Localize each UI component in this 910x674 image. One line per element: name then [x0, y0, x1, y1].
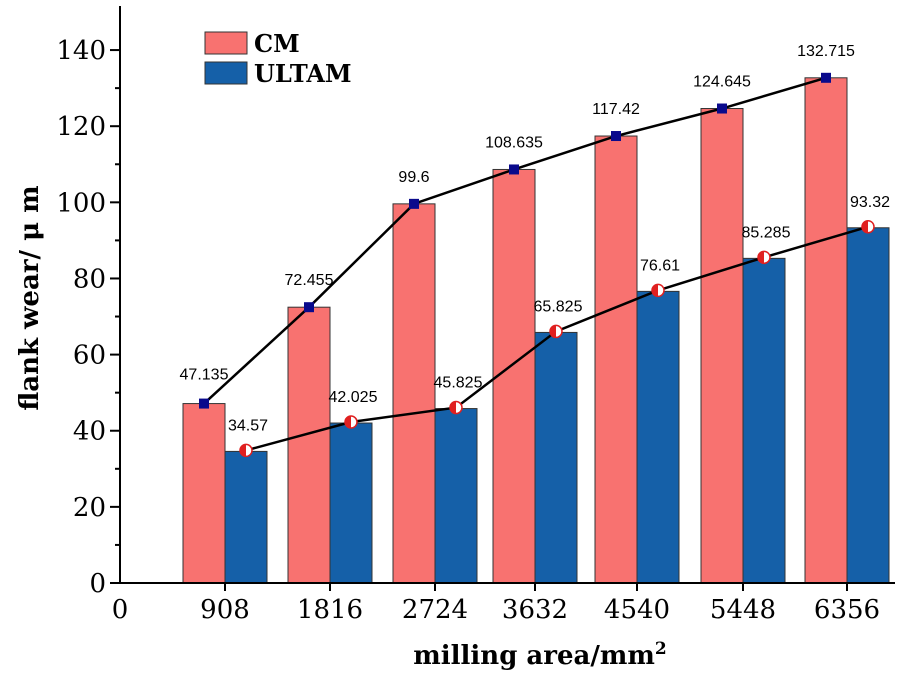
- y-axis-title: flank wear/ μ m: [15, 185, 45, 410]
- x-axis-title-superscript: 2: [655, 639, 667, 659]
- axes-group: 0 20 40 60 80 100 120 140 908 1816 2724 3632 4540 544…: [56, 6, 895, 625]
- data-label-ultam-2724: 45.825: [434, 375, 483, 392]
- data-label-cm-6356: 132.715: [797, 43, 855, 60]
- bar-cm-4540: [594, 135, 638, 584]
- marker-ultam-half: [345, 416, 351, 429]
- bar-cm-6356: [804, 77, 848, 584]
- data-label-cm-1816: 72.455: [285, 272, 334, 289]
- x-tick-label-origin: 0: [112, 595, 129, 625]
- marker-ultam-half: [652, 284, 658, 297]
- marker-ultam-half: [862, 220, 868, 233]
- marker-ultam-1816: [344, 415, 358, 429]
- bar-ultam-4540: [636, 290, 680, 584]
- data-label-cm-3632: 108.635: [485, 134, 543, 151]
- x-tick-label-4540: 4540: [604, 595, 670, 625]
- data-label-ultam-6356: 93.32: [850, 194, 890, 211]
- y-tick-label-100: 100: [56, 188, 106, 218]
- y-tick-label-40: 40: [73, 417, 106, 447]
- bar-cm-2724: [392, 203, 436, 584]
- marker-ultam-half: [550, 325, 556, 338]
- data-label-cm-2724: 99.6: [398, 169, 429, 186]
- marker-ultam-half: [450, 401, 456, 414]
- bar-ultam-908: [224, 450, 268, 584]
- marker-ultam-5448: [757, 250, 771, 265]
- marker-cm-6356: [821, 72, 831, 83]
- y-tick-label-140: 140: [56, 36, 106, 66]
- legend-swatch-cm: [204, 31, 248, 55]
- x-tick-label-6356: 6356: [814, 595, 880, 625]
- bars-group: [182, 77, 890, 584]
- legend-label-cm: CM: [254, 29, 300, 58]
- marker-cm-1816: [304, 302, 314, 313]
- y-tick-label-0: 0: [89, 569, 106, 599]
- marker-cm-4540: [611, 131, 621, 142]
- data-label-ultam-4540: 76.61: [640, 257, 680, 274]
- y-tick-label-60: 60: [73, 341, 106, 371]
- x-axis-title-text: milling area/mm: [413, 641, 655, 671]
- bar-ultam-1816: [329, 422, 373, 584]
- bar-ultam-6356: [846, 227, 890, 584]
- bar-cm-908: [182, 403, 226, 584]
- marker-ultam-2724: [449, 400, 463, 415]
- bar-cm-5448: [700, 108, 744, 584]
- data-labels-group: 47.135 72.455 99.6 108.635 117.42 124.645 132.…: [180, 43, 891, 435]
- x-tick-label-5448: 5448: [710, 595, 776, 625]
- marker-ultam-half: [240, 444, 246, 457]
- data-label-cm-5448: 124.645: [693, 74, 751, 91]
- marker-ultam-3632: [549, 324, 563, 339]
- data-label-ultam-908: 34.57: [228, 417, 268, 434]
- data-label-cm-908: 47.135: [180, 367, 229, 384]
- bar-cm-1816: [287, 306, 331, 584]
- marker-cm-5448: [717, 103, 727, 114]
- legend-label-ultam: ULTAM: [254, 59, 352, 88]
- marker-ultam-half: [758, 251, 764, 264]
- marker-cm-3632: [509, 164, 519, 175]
- x-tick-label-908: 908: [200, 595, 250, 625]
- x-tick-label-3632: 3632: [502, 595, 568, 625]
- x-tick-label-1816: 1816: [297, 595, 363, 625]
- x-tick-label-2724: 2724: [402, 595, 468, 625]
- y-tick-label-80: 80: [73, 264, 106, 294]
- marker-cm-908: [199, 398, 209, 409]
- y-tick-label-20: 20: [73, 493, 106, 523]
- x-axis-title: milling area/mm2: [413, 639, 666, 671]
- legend-swatch-ultam: [204, 61, 248, 85]
- bar-ultam-2724: [434, 408, 478, 584]
- bar-cm-3632: [492, 168, 536, 584]
- y-tick-label-120: 120: [56, 112, 106, 142]
- data-label-cm-4540: 117.42: [592, 101, 640, 118]
- marker-ultam-6356: [861, 220, 875, 234]
- marker-cm-2724: [409, 198, 419, 209]
- bar-ultam-5448: [742, 257, 786, 584]
- marker-ultam-908: [239, 443, 253, 458]
- data-label-ultam-5448: 85.285: [742, 224, 791, 241]
- bar-ultam-3632: [534, 331, 578, 584]
- data-label-ultam-3632: 65.825: [534, 298, 583, 315]
- marker-ultam-4540: [651, 283, 665, 298]
- markers-group: [199, 72, 875, 458]
- data-label-ultam-1816: 42.025: [329, 389, 378, 406]
